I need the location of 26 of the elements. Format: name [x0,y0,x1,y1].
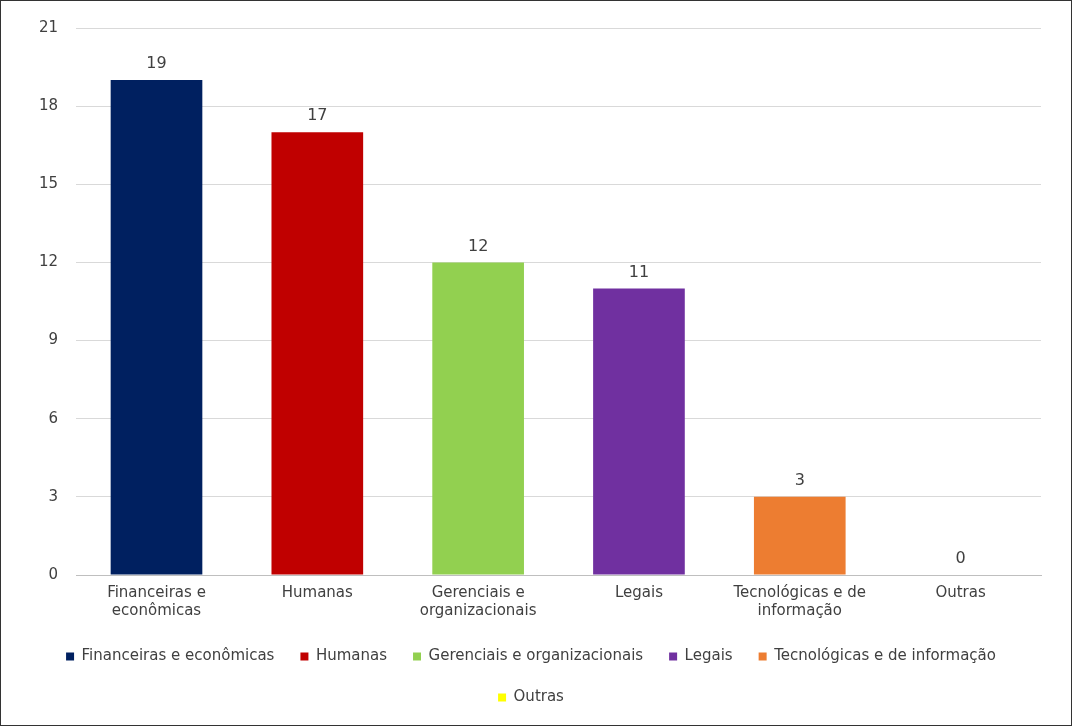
y-tick-label: 21 [38,17,59,36]
data-label: 0 [955,548,966,568]
x-tick-label: Humanas [281,582,354,601]
legend-label: Gerenciais e organizacionais [428,646,644,665]
x-tick-label: Tecnológicas e de informação [732,582,867,619]
legend-label: Financeiras e econômicas [81,646,275,665]
x-tick-label: Outras [935,582,986,601]
y-tick-label: 9 [48,330,59,349]
legend-label: Tecnológicas e de informação [773,646,996,665]
data-label: 11 [628,261,650,281]
y-tick-label: 6 [48,408,59,427]
x-tick-label: Gerenciais e organizacionais [419,582,537,619]
data-label: 17 [307,105,328,125]
legend-label: Humanas [315,646,388,665]
y-tick-label: 12 [38,252,59,271]
x-tick-label: Legais [614,582,664,601]
legend-label: Legais [684,646,733,665]
y-tick-label: 3 [48,486,59,505]
data-label: 3 [794,470,805,490]
y-tick-label: 15 [38,174,59,193]
y-tick-label: 18 [38,96,59,115]
data-label: 12 [467,235,489,255]
x-tick-label: Financeiras e econômicas [107,582,206,619]
data-label: 19 [146,53,167,73]
legend-label: Outras [513,687,565,706]
y-tick-label: 0 [48,564,59,583]
